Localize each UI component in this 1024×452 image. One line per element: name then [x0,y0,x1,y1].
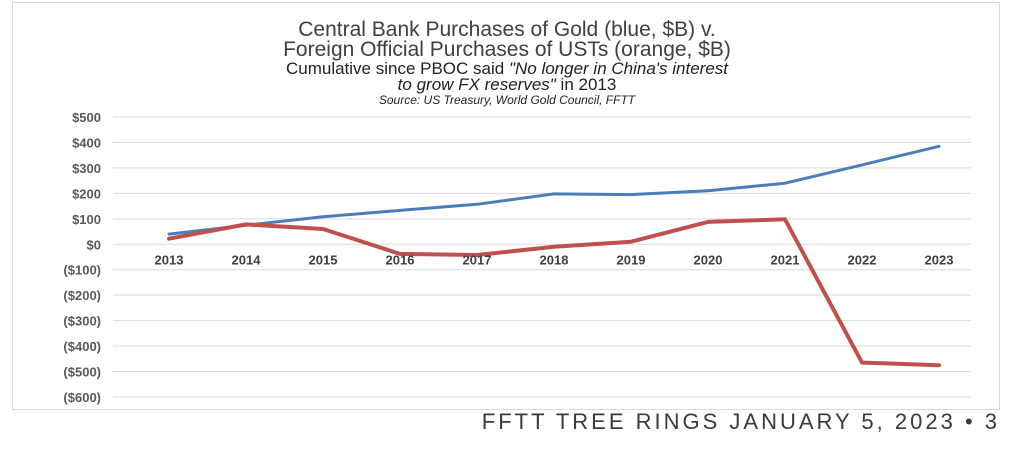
x-tick-label: 2014 [232,252,262,267]
series-line-gold [167,144,941,236]
y-tick-label: ($500) [63,365,101,380]
x-tick-label: 2022 [848,252,877,267]
x-tick-label: 2016 [386,252,415,267]
x-tick-label: 2018 [540,252,569,267]
y-tick-label: ($200) [63,288,101,303]
y-tick-label: $500 [72,110,101,125]
x-tick-label: 2013 [155,252,184,267]
x-tick-label: 2020 [694,252,723,267]
y-tick-label: $100 [72,212,101,227]
x-tick-label: 2015 [309,252,338,267]
chart-title-line-2: Foreign Official Purchases of USTs (oran… [283,38,731,61]
y-tick-label: $400 [72,135,101,150]
chart-title-line-1: Central Bank Purchases of Gold (blue, $B… [298,18,716,41]
y-tick-label: $0 [87,237,101,252]
chart-subtitle: Cumulative since PBOC said "No longer in… [13,59,1001,94]
x-tick-label: 2023 [925,252,954,267]
line-chart: $500 $400 $300 $200 $100 $0 ($100) ($200) ($300)… [63,110,971,405]
x-tick-label: 2017 [463,252,492,267]
gridlines [113,116,971,398]
y-tick-label: ($400) [63,339,101,354]
y-tick-label: $200 [72,186,101,201]
subtitle-suffix: in 2013 [555,75,617,94]
chart-source: Source: US Treasury, World Gold Council,… [378,93,636,107]
subtitle-prefix: Cumulative since PBOC said [285,59,509,78]
series-lines [167,144,941,368]
series-line-ust [167,217,941,368]
x-axis-ticks: 2013 2014 2015 2016 2017 2018 2019 2020 2021 2022… [155,252,954,267]
y-tick-label: ($300) [63,314,101,329]
x-tick-label: 2021 [771,252,800,267]
x-tick-label: 2019 [617,252,646,267]
subtitle-quote-2: to grow FX reserves" [397,75,556,94]
y-tick-label: $300 [72,161,101,176]
y-tick-label: ($100) [63,263,101,278]
subtitle-quote-1: "No longer in China's interest [508,59,729,78]
y-tick-label: ($600) [63,390,101,405]
footer-text: FFTT TREE RINGS JANUARY 5, 2023 • 3 [481,409,1000,434]
chart-card: Central Bank Purchases of Gold (blue, $B… [12,2,1000,410]
y-axis-ticks: $500 $400 $300 $200 $100 $0 ($100) ($200) ($300)… [63,110,101,405]
